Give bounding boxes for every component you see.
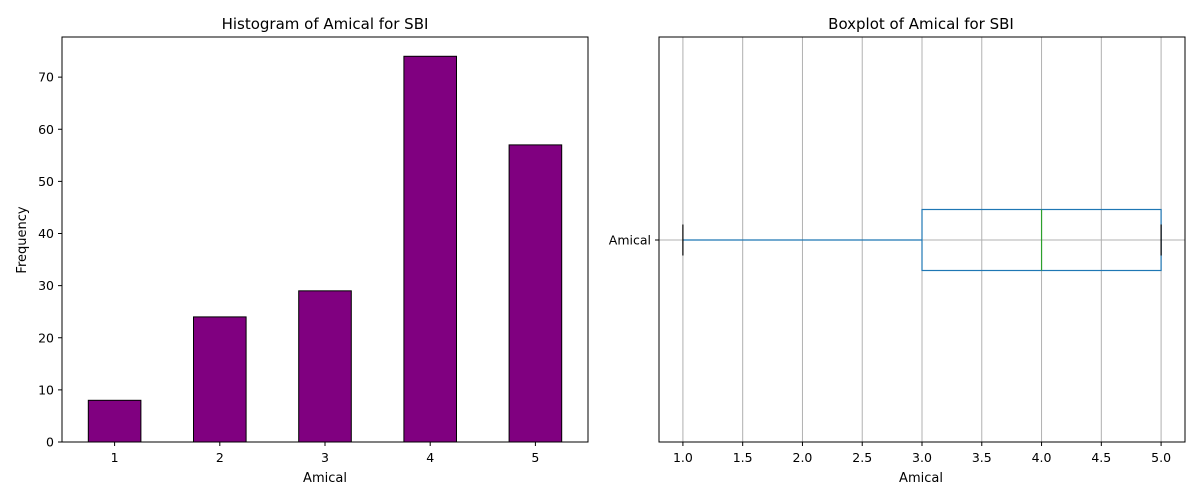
histogram-y-tick-label: 20 bbox=[38, 330, 54, 345]
histogram-chart: Histogram of Amical for SBI 1 2 3 4 5 0 10 20 3… bbox=[15, 15, 589, 486]
histogram-x-tick-label: 2 bbox=[216, 450, 224, 465]
histogram-y-tick-label: 10 bbox=[38, 382, 54, 397]
boxplot-x-tick-label: 3.5 bbox=[972, 450, 992, 465]
histogram-y-tick-label: 30 bbox=[38, 278, 54, 293]
boxplot-y-tick-label: Amical bbox=[609, 233, 651, 248]
histogram-y-tick-label: 50 bbox=[38, 174, 54, 189]
boxplot-x-axis-label: Amical bbox=[899, 471, 943, 486]
boxplot-x-tick-label: 5.0 bbox=[1151, 450, 1171, 465]
boxplot-chart: Boxplot of Amical for SBI 1.0 1.5 2.0 2.5 3.… bbox=[609, 15, 1186, 486]
histogram-bars bbox=[87, 55, 563, 443]
boxplot-x-ticks: 1.0 1.5 2.0 2.5 3.0 3.5 4.0 4.5 5.0 bbox=[673, 442, 1171, 465]
histogram-y-axis-label: Frequency bbox=[15, 206, 30, 273]
histogram-bar-1 bbox=[87, 399, 142, 443]
boxplot-title: Boxplot of Amical for SBI bbox=[828, 15, 1014, 33]
boxplot-x-tick-label: 3.0 bbox=[912, 450, 932, 465]
histogram-x-tick-label: 1 bbox=[111, 450, 119, 465]
histogram-x-tick-label: 3 bbox=[321, 450, 329, 465]
histogram-x-tick-label: 4 bbox=[426, 450, 434, 465]
histogram-bar-4 bbox=[403, 55, 457, 443]
histogram-y-tick-label: 0 bbox=[46, 435, 54, 450]
histogram-bar-3 bbox=[298, 290, 352, 443]
histogram-x-ticks: 1 2 3 4 5 bbox=[111, 442, 539, 465]
boxplot-y-ticks: Amical bbox=[609, 233, 659, 248]
boxplot-marks bbox=[682, 208, 1162, 272]
boxplot-x-tick-label: 2.0 bbox=[793, 450, 813, 465]
histogram-y-tick-label: 60 bbox=[38, 122, 54, 137]
boxplot-x-tick-label: 1.0 bbox=[673, 450, 693, 465]
histogram-bar-2 bbox=[193, 316, 247, 443]
histogram-bar-5 bbox=[508, 144, 563, 443]
boxplot-x-tick-label: 2.5 bbox=[852, 450, 872, 465]
histogram-y-tick-label: 40 bbox=[38, 226, 54, 241]
histogram-y-tick-label: 70 bbox=[38, 70, 54, 85]
histogram-x-axis-label: Amical bbox=[303, 471, 347, 486]
boxplot-x-tick-label: 4.5 bbox=[1091, 450, 1111, 465]
boxplot-x-tick-label: 4.0 bbox=[1032, 450, 1052, 465]
histogram-x-tick-label: 5 bbox=[531, 450, 539, 465]
histogram-y-ticks: 0 10 20 30 40 50 60 70 bbox=[38, 70, 62, 450]
boxplot-x-tick-label: 1.5 bbox=[733, 450, 753, 465]
histogram-title: Histogram of Amical for SBI bbox=[222, 15, 429, 33]
